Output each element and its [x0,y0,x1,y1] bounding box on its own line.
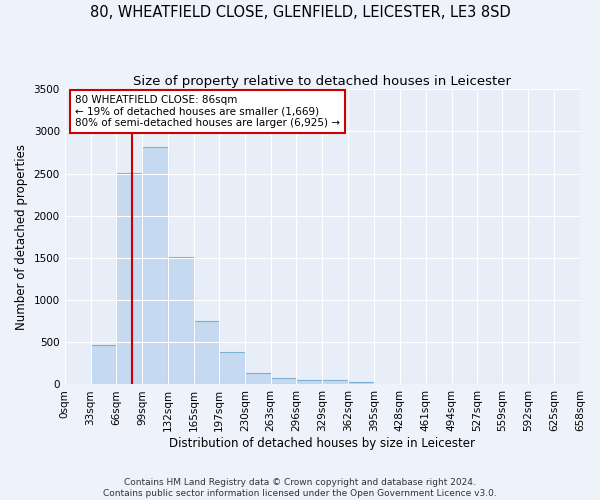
Text: Contains HM Land Registry data © Crown copyright and database right 2024.
Contai: Contains HM Land Registry data © Crown c… [103,478,497,498]
Bar [296,380,322,384]
Bar [348,382,374,384]
Bar [91,345,116,385]
Bar [245,372,271,384]
Bar [271,378,296,384]
X-axis label: Distribution of detached houses by size in Leicester: Distribution of detached houses by size … [169,437,475,450]
Text: 80 WHEATFIELD CLOSE: 86sqm
← 19% of detached houses are smaller (1,669)
80% of s: 80 WHEATFIELD CLOSE: 86sqm ← 19% of deta… [75,95,340,128]
Bar [194,321,219,384]
Y-axis label: Number of detached properties: Number of detached properties [15,144,28,330]
Bar [219,352,245,384]
Text: 80, WHEATFIELD CLOSE, GLENFIELD, LEICESTER, LE3 8SD: 80, WHEATFIELD CLOSE, GLENFIELD, LEICEST… [89,5,511,20]
Bar [142,146,168,384]
Bar [322,380,348,384]
Bar [116,172,142,384]
Bar [168,257,194,384]
Title: Size of property relative to detached houses in Leicester: Size of property relative to detached ho… [133,75,511,88]
